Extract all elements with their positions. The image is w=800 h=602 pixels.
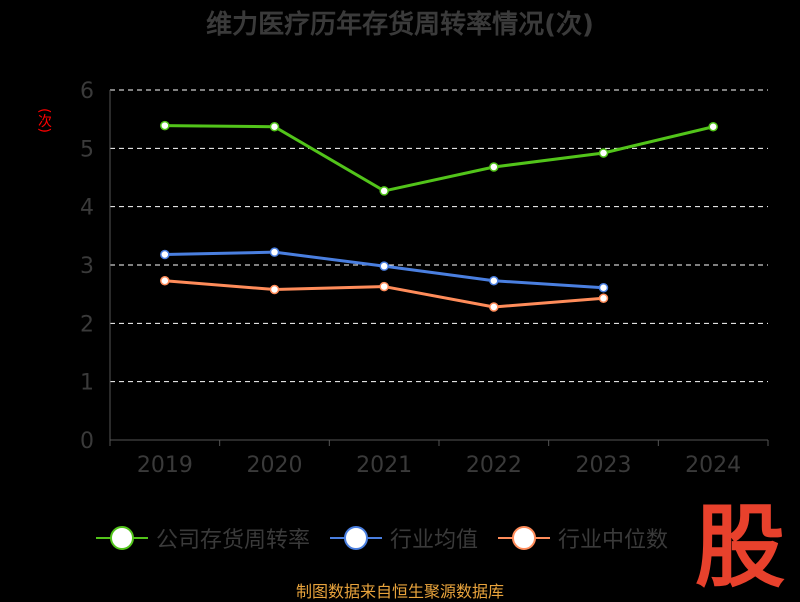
legend: 公司存货周转率 行业均值 行业中位数 — [96, 520, 688, 556]
data-point — [269, 247, 280, 257]
data-source-note: 制图数据来自恒生聚源数据库 — [295, 582, 504, 601]
legend-item-company[interactable]: 公司存货周转率 — [96, 522, 310, 554]
legend-dot — [512, 526, 537, 550]
x-tick-label: 2023 — [576, 453, 632, 478]
data-point — [598, 283, 609, 293]
legend-marker-icon — [498, 526, 551, 550]
data-point — [489, 302, 499, 312]
data-point — [379, 281, 389, 292]
data-point — [269, 284, 280, 295]
data-point — [160, 276, 170, 286]
y-tick-label: 0 — [80, 429, 94, 454]
data-point — [598, 293, 609, 303]
data-point — [269, 122, 280, 132]
x-tick-label: 2022 — [466, 453, 522, 478]
series-line-0 — [164, 124, 714, 193]
legend-dot — [110, 526, 134, 550]
y-tick-label: 6 — [80, 79, 94, 104]
y-tick-label: 2 — [80, 312, 94, 337]
data-point — [379, 261, 389, 271]
legend-marker-icon — [96, 526, 148, 550]
y-tick-label: 1 — [80, 371, 94, 396]
legend-item-industry-median[interactable]: 行业中位数 — [498, 522, 668, 554]
y-tick-label: 5 — [80, 137, 94, 162]
legend-label: 行业均值 — [390, 528, 479, 553]
x-tick-label: 2021 — [356, 453, 412, 478]
y-axis-label: (次) — [36, 108, 52, 133]
legend-label: 公司存货周转率 — [156, 528, 311, 553]
legend-dot — [344, 526, 369, 550]
data-point — [489, 162, 499, 172]
data-point — [160, 120, 170, 131]
x-tick-label: 2024 — [685, 453, 741, 478]
legend-marker-icon — [330, 526, 383, 550]
legend-item-industry-avg[interactable]: 行业均值 — [330, 522, 478, 554]
data-point — [598, 148, 609, 158]
x-tick-label: 2019 — [137, 453, 193, 478]
y-tick-label: 3 — [80, 254, 94, 279]
data-point — [489, 276, 499, 286]
data-point — [708, 122, 718, 132]
watermark-glyph: 股 — [695, 496, 785, 592]
watermark-logo-icon: 股 — [695, 496, 785, 592]
x-tick-label: 2020 — [247, 453, 303, 478]
y-tick-label: 4 — [80, 196, 94, 221]
legend-label: 行业中位数 — [558, 528, 669, 553]
chart-title: 维力医疗历年存货周转率情况(次) — [206, 10, 594, 40]
data-point — [160, 249, 170, 260]
data-point — [379, 186, 389, 196]
